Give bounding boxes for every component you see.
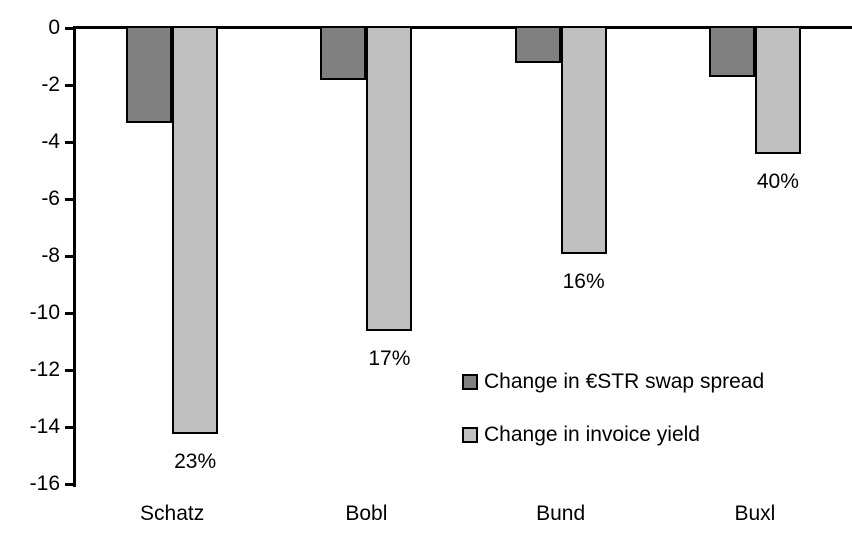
y-axis-tick [65, 483, 75, 486]
zero-baseline [73, 26, 852, 29]
bar-bobl-invoice-yield [366, 26, 413, 332]
x-axis-label-bund: Bund [536, 502, 586, 525]
y-axis-tick-label: -6 [41, 187, 60, 210]
x-axis-label-buxl: Buxl [734, 502, 776, 525]
bar-buxl-invoice-yield [754, 26, 801, 155]
bar-schatz-swap-spread [126, 26, 173, 124]
bar-buxl-swap-spread [708, 26, 755, 78]
y-axis-tick-label: -14 [29, 415, 60, 438]
y-axis-tick [65, 312, 75, 315]
y-axis-tick-label: -4 [41, 130, 60, 153]
x-axis-label-bobl: Bobl [345, 502, 388, 525]
bar-bund-swap-spread [514, 26, 561, 64]
y-axis-tick [65, 255, 75, 258]
y-axis-tick-label: -8 [41, 244, 60, 267]
y-axis-tick [65, 426, 75, 429]
y-axis-tick-label: -16 [29, 472, 60, 495]
y-axis-tick [65, 141, 75, 144]
y-axis-tick-label: -12 [29, 358, 60, 381]
bar-bobl-swap-spread [320, 26, 367, 81]
legend: Change in €STR swap spread Change in inv… [462, 371, 764, 477]
y-axis-tick [65, 369, 75, 372]
bar-value-label-bobl: 17% [368, 347, 411, 371]
bar-value-label-buxl: 40% [756, 170, 799, 194]
legend-item-invoice-yield: Change in invoice yield [462, 424, 764, 446]
y-axis-tick [65, 198, 75, 201]
y-axis-tick-label: -10 [29, 301, 60, 324]
legend-label: Change in invoice yield [484, 423, 700, 446]
legend-label: Change in €STR swap spread [484, 370, 765, 393]
y-axis-tick-label: 0 [48, 16, 60, 39]
x-axis-label-schatz: Schatz [140, 502, 205, 525]
legend-item-swap-spread: Change in €STR swap spread [462, 371, 764, 393]
bar-value-label-bund: 16% [562, 270, 605, 294]
swap-spread-swatch-icon [462, 374, 478, 390]
y-axis-tick-label: -2 [41, 73, 60, 96]
invoice-yield-swatch-icon [462, 427, 478, 443]
y-axis-tick [65, 27, 75, 30]
y-axis-tick [65, 84, 75, 87]
bar-value-label-schatz: 23% [174, 449, 217, 473]
bar-schatz-invoice-yield [172, 26, 219, 434]
bar-bund-invoice-yield [560, 26, 607, 255]
